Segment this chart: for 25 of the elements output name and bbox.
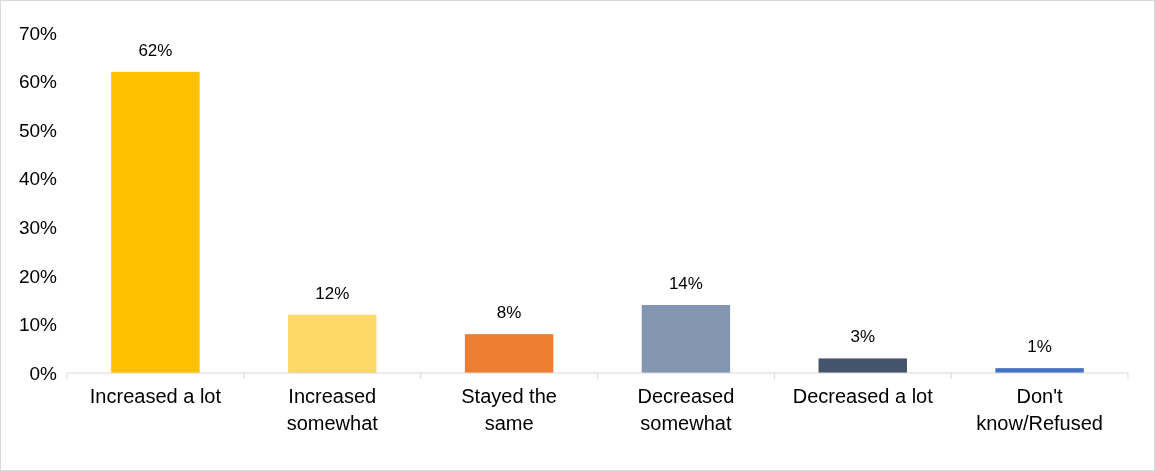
data-label: 3%	[850, 327, 876, 347]
data-label: 62%	[138, 40, 173, 60]
y-tick-label: 20%	[18, 265, 58, 287]
bar	[111, 71, 200, 373]
bar	[641, 305, 731, 373]
data-label: 14%	[668, 274, 703, 293]
data-label: 8%	[496, 303, 522, 323]
x-tick-label: Decreased somewhat	[637, 385, 735, 434]
x-tick-label: Decreased a lot	[792, 385, 934, 407]
data-label: 12%	[315, 283, 350, 303]
y-tick-label: 10%	[18, 314, 58, 336]
y-tick-label: 60%	[18, 71, 58, 93]
data-label: 1%	[1027, 337, 1052, 357]
x-tick-label: Don't know/Refused	[976, 385, 1103, 434]
bar	[818, 358, 907, 373]
y-tick-label: 70%	[18, 22, 58, 44]
y-tick-label: 40%	[18, 168, 58, 190]
y-tick-label: 30%	[18, 216, 58, 238]
bar	[464, 334, 554, 373]
x-tick-label: Increased somewhat	[286, 385, 379, 434]
y-tick-label: 0%	[29, 362, 58, 384]
x-tick-label: Increased a lot	[89, 385, 222, 407]
y-tick-label: 50%	[18, 119, 58, 141]
bar	[288, 314, 377, 373]
x-tick-label: Stayed the same	[461, 385, 557, 434]
